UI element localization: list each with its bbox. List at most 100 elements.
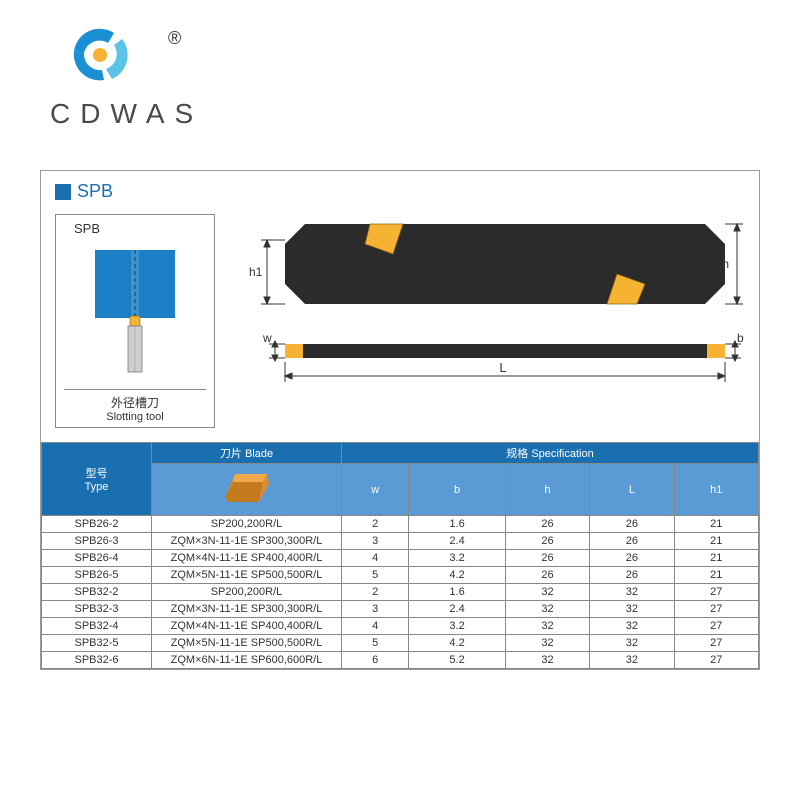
cell-value: 21: [674, 550, 758, 567]
cell-value: 4.2: [409, 567, 505, 584]
hdr-spec-en: Specification: [531, 448, 593, 460]
cell-value: 32: [590, 584, 674, 601]
section-square-icon: [55, 184, 71, 200]
cell-type: SPB32-3: [42, 601, 152, 618]
thumb-caption-cn: 外径槽刀: [64, 394, 206, 411]
spec-panel: SPB SPB 外径槽刀 Slotting tool: [40, 170, 760, 670]
col-L: L: [590, 464, 674, 516]
cell-blade: ZQM×6N-11-1E SP600,600R/L: [152, 652, 342, 669]
cell-blade: ZQM×5N-11-1E SP500,500R/L: [152, 567, 342, 584]
blade-sample-cell: [152, 464, 342, 516]
table-row: SPB26-2SP200,200R/L21.6262621: [42, 516, 759, 533]
hdr-blade-en: Blade: [245, 448, 273, 460]
cell-value: 4: [342, 550, 409, 567]
cell-value: 26: [505, 516, 589, 533]
cell-blade: ZQM×4N-11-1E SP400,400R/L: [152, 550, 342, 567]
cell-value: 26: [590, 567, 674, 584]
dim-label-b: b: [737, 331, 744, 345]
cell-value: 4: [342, 618, 409, 635]
table-row: SPB26-4ZQM×4N-11-1E SP400,400R/L43.22626…: [42, 550, 759, 567]
cell-value: 3: [342, 533, 409, 550]
cell-value: 3.2: [409, 618, 505, 635]
cell-value: 32: [590, 618, 674, 635]
blade-insert-icon: [219, 468, 275, 508]
cell-value: 3.2: [409, 550, 505, 567]
col-w: w: [342, 464, 409, 516]
table-row: SPB32-6ZQM×6N-11-1E SP600,600R/L65.23232…: [42, 652, 759, 669]
cell-value: 2.4: [409, 533, 505, 550]
cell-type: SPB32-4: [42, 618, 152, 635]
hdr-type-en: Type: [46, 481, 147, 493]
cell-blade: ZQM×4N-11-1E SP400,400R/L: [152, 618, 342, 635]
cell-blade: SP200,200R/L: [152, 584, 342, 601]
cell-blade: ZQM×5N-11-1E SP500,500R/L: [152, 635, 342, 652]
hdr-type-cn: 型号: [46, 465, 147, 481]
cell-value: 26: [590, 550, 674, 567]
cell-value: 26: [505, 567, 589, 584]
cell-type: SPB32-6: [42, 652, 152, 669]
cell-value: 1.6: [409, 584, 505, 601]
cell-value: 2: [342, 584, 409, 601]
brand-logo-icon: [50, 20, 150, 90]
registered-mark: ®: [168, 28, 181, 49]
cell-value: 32: [505, 635, 589, 652]
cell-type: SPB32-5: [42, 635, 152, 652]
table-row: SPB32-4ZQM×4N-11-1E SP400,400R/L43.23232…: [42, 618, 759, 635]
cell-type: SPB26-5: [42, 567, 152, 584]
thumb-label: SPB: [74, 221, 206, 236]
cell-value: 21: [674, 516, 758, 533]
cell-value: 1.6: [409, 516, 505, 533]
cell-value: 32: [505, 584, 589, 601]
col-h: h: [505, 464, 589, 516]
col-h1: h1: [674, 464, 758, 516]
main-diagram: h1 h: [235, 214, 745, 409]
cell-type: SPB32-2: [42, 584, 152, 601]
cell-value: 4.2: [409, 635, 505, 652]
brand-logo-block: ® CDWAS: [50, 20, 203, 130]
cell-value: 32: [590, 635, 674, 652]
table-row: SPB32-2SP200,200R/L21.6323227: [42, 584, 759, 601]
cell-value: 27: [674, 601, 758, 618]
dim-label-w: w: [262, 331, 272, 345]
cell-value: 26: [505, 550, 589, 567]
hdr-spec-cn: 规格: [506, 448, 528, 460]
diagram-row: SPB 外径槽刀 Slotting tool: [41, 208, 759, 442]
dim-label-h: h: [722, 257, 729, 271]
hdr-blade-cn: 刀片: [220, 448, 242, 460]
section-header: SPB: [41, 171, 759, 208]
cell-value: 27: [674, 584, 758, 601]
cell-value: 5.2: [409, 652, 505, 669]
brand-name: CDWAS: [50, 98, 203, 130]
cell-value: 6: [342, 652, 409, 669]
cell-value: 5: [342, 635, 409, 652]
cell-type: SPB26-2: [42, 516, 152, 533]
cell-blade: ZQM×3N-11-1E SP300,300R/L: [152, 533, 342, 550]
cell-value: 26: [505, 533, 589, 550]
table-row: SPB26-3ZQM×3N-11-1E SP300,300R/L32.42626…: [42, 533, 759, 550]
cell-value: 32: [505, 652, 589, 669]
section-title: SPB: [77, 181, 113, 202]
table-row: SPB32-3ZQM×3N-11-1E SP300,300R/L32.43232…: [42, 601, 759, 618]
cell-value: 32: [590, 601, 674, 618]
cell-value: 2.4: [409, 601, 505, 618]
table-row: SPB26-5ZQM×5N-11-1E SP500,500R/L54.22626…: [42, 567, 759, 584]
cell-value: 21: [674, 533, 758, 550]
cell-blade: ZQM×3N-11-1E SP300,300R/L: [152, 601, 342, 618]
dim-label-h1: h1: [249, 265, 263, 279]
cell-value: 27: [674, 635, 758, 652]
cell-blade: SP200,200R/L: [152, 516, 342, 533]
cell-value: 32: [505, 601, 589, 618]
cell-value: 27: [674, 652, 758, 669]
cell-value: 27: [674, 618, 758, 635]
cell-value: 32: [505, 618, 589, 635]
spec-table: 型号 Type 刀片 Blade 规格 Specification: [41, 442, 759, 669]
cell-value: 32: [590, 652, 674, 669]
cell-value: 26: [590, 516, 674, 533]
cell-type: SPB26-3: [42, 533, 152, 550]
cell-value: 21: [674, 567, 758, 584]
cell-type: SPB26-4: [42, 550, 152, 567]
slotting-tool-thumb-icon: [65, 240, 205, 380]
cell-value: 26: [590, 533, 674, 550]
tool-drawing-icon: h1 h: [235, 214, 745, 404]
thumb-caption-en: Slotting tool: [64, 411, 206, 423]
